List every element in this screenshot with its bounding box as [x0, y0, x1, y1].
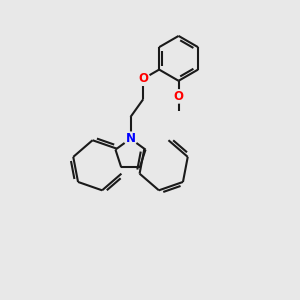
Text: O: O — [174, 90, 184, 103]
Text: O: O — [138, 72, 148, 85]
Circle shape — [124, 132, 137, 145]
Circle shape — [172, 90, 185, 103]
Circle shape — [136, 72, 150, 86]
Text: N: N — [125, 132, 136, 145]
